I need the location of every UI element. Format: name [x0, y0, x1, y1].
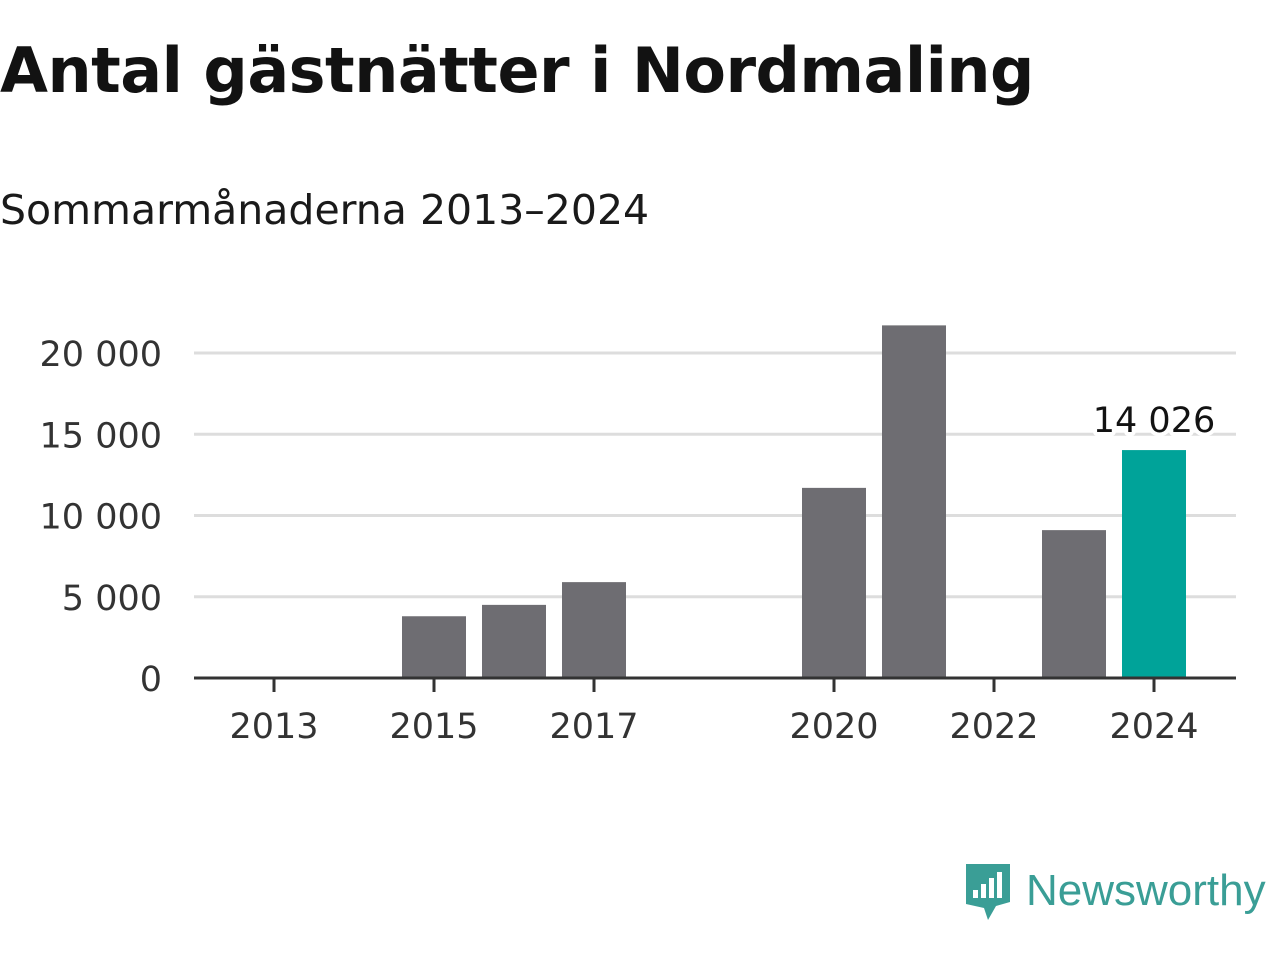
brand-name: Newsworthy [1026, 866, 1266, 915]
x-tick-label: 2020 [789, 707, 878, 747]
bar-2015 [402, 616, 466, 678]
y-tick-label: 15 000 [40, 416, 162, 456]
y-tick-label: 10 000 [40, 498, 162, 538]
y-axis-labels: 0 5 000 10 000 15 000 20 000 [40, 335, 162, 700]
brand-logo: Newsworthy [962, 860, 1266, 922]
annotations: 14 026 [1089, 397, 1219, 445]
bar-2016 [482, 604, 546, 678]
x-axis-labels: 2013 2015 2017 2020 2022 2024 [229, 707, 1198, 747]
y-tick-label: 20 000 [40, 335, 162, 375]
x-tick-label: 2013 [229, 707, 318, 747]
chart-title: Antal gästnätter i Nordmaling [0, 34, 1034, 107]
x-axis [194, 676, 1236, 692]
x-tick-label: 2015 [389, 707, 478, 747]
bar-2023 [1042, 530, 1106, 678]
chart-subtitle: Sommarmånaderna 2013–2024 [0, 186, 650, 234]
data-label-2024: 14 026 [1093, 401, 1215, 441]
newsworthy-logo-icon [966, 864, 1010, 920]
y-tick-label: 0 [140, 660, 162, 700]
x-tick-label: 2017 [549, 707, 638, 747]
x-tick-label: 2022 [949, 707, 1038, 747]
bars [402, 325, 1186, 678]
y-tick-label: 5 000 [62, 579, 162, 619]
x-tick-label: 2024 [1109, 707, 1198, 747]
bar-2017 [562, 582, 626, 678]
bar-2021 [882, 325, 946, 678]
bar-2020 [802, 487, 866, 678]
bar-2024 [1122, 450, 1186, 678]
